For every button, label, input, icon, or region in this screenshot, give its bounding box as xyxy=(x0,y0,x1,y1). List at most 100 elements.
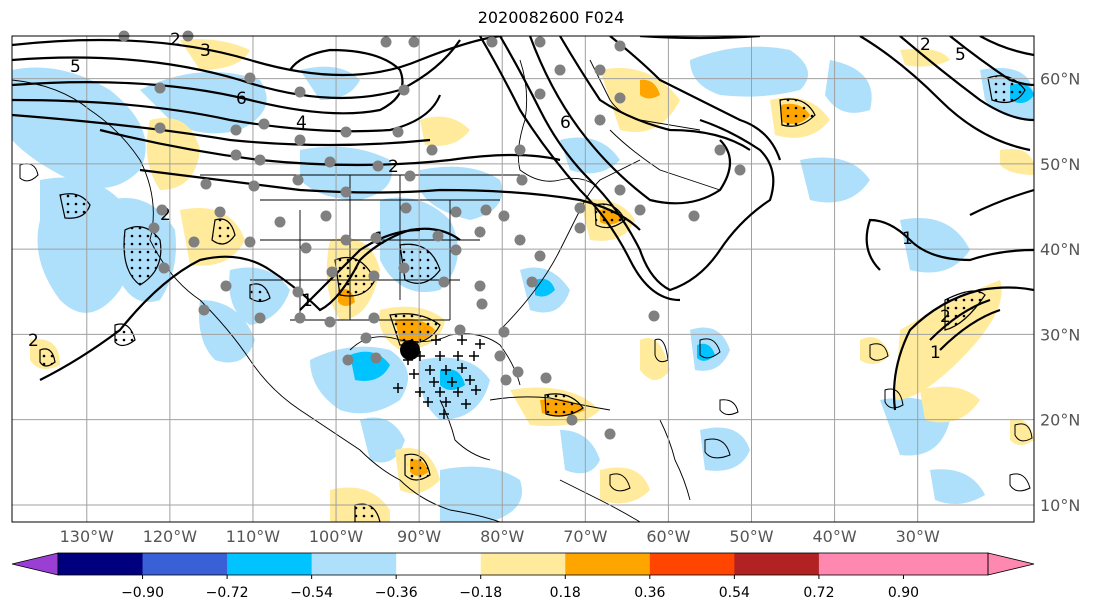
coastline xyxy=(349,333,521,386)
gray-dot xyxy=(214,206,226,218)
contour-label: 5 xyxy=(955,45,966,65)
yellow-patch xyxy=(420,116,470,146)
gray-dot xyxy=(648,310,660,322)
gray-dot xyxy=(254,154,266,166)
gray-dot xyxy=(340,186,352,198)
contour-label: 1 xyxy=(302,291,313,311)
gray-dot xyxy=(274,216,286,228)
coastline xyxy=(439,399,491,461)
gray-dot xyxy=(614,184,626,196)
plus-marker xyxy=(453,387,463,397)
yellow-patch xyxy=(180,39,250,70)
colorbar-bin xyxy=(903,553,989,575)
gray-dot xyxy=(514,144,526,156)
lon-tick-label: 50°W xyxy=(729,527,773,546)
gray-dot xyxy=(574,222,586,234)
gray-dot xyxy=(714,144,726,156)
coastline xyxy=(659,419,691,501)
plus-marker xyxy=(475,339,485,349)
gray-dot xyxy=(438,276,450,288)
gray-dot xyxy=(566,414,578,426)
gray-dot xyxy=(294,312,306,324)
gray-dot xyxy=(594,64,606,76)
plus-marker xyxy=(465,375,475,385)
gray-dot xyxy=(370,352,382,364)
gray-dot xyxy=(474,226,486,238)
yellow-patch xyxy=(1010,419,1034,445)
gray-dot xyxy=(370,232,382,244)
gray-dot xyxy=(398,84,410,96)
blue-patch xyxy=(37,177,135,313)
blue-patch xyxy=(825,60,872,113)
blue-patch xyxy=(690,46,808,97)
coastline xyxy=(12,79,501,522)
contour-label: 2 xyxy=(170,30,181,50)
contour-label: 3 xyxy=(200,41,211,61)
blue-patch xyxy=(930,469,985,504)
lon-tick-label: 70°W xyxy=(563,527,607,546)
gray-dot xyxy=(476,298,488,310)
colorbar-bin xyxy=(649,553,735,575)
gray-dot xyxy=(494,350,506,362)
gray-dot xyxy=(498,210,510,222)
colorbar-tick-label: 0.90 xyxy=(888,585,919,601)
gray-dot xyxy=(198,304,210,316)
colorbar-tick-label: −0.54 xyxy=(290,585,333,601)
gray-dot xyxy=(614,40,626,52)
plus-marker xyxy=(409,369,419,379)
gray-dot xyxy=(480,204,492,216)
lon-tick-label: 120°W xyxy=(143,527,198,546)
blue-patch xyxy=(700,427,750,471)
gray-dot xyxy=(554,64,566,76)
colorbar-bin xyxy=(565,553,651,575)
gray-dot xyxy=(432,230,444,242)
map-title: 2020082600 F024 xyxy=(477,8,625,27)
gray-dot xyxy=(688,210,700,222)
gray-dot xyxy=(512,366,524,378)
gray-dot xyxy=(526,276,538,288)
lon-tick-label: 100°W xyxy=(309,527,364,546)
gray-dot xyxy=(258,118,270,130)
plus-marker xyxy=(457,363,467,373)
gray-dot xyxy=(188,236,200,248)
plus-marker xyxy=(431,335,441,345)
gray-dot xyxy=(324,156,336,168)
gray-dot xyxy=(294,134,306,146)
storm-center-marker xyxy=(400,340,420,360)
gray-dot xyxy=(200,178,212,190)
gray-dot xyxy=(380,36,392,48)
gray-dot xyxy=(158,262,170,274)
gray-dot xyxy=(614,92,626,104)
plus-marker xyxy=(393,383,403,393)
lon-tick-label: 80°W xyxy=(480,527,524,546)
contour-label: 2 xyxy=(940,307,951,327)
gray-dot xyxy=(474,280,486,292)
colorbar-bin xyxy=(818,553,904,575)
plus-marker xyxy=(441,365,451,375)
plus-marker xyxy=(469,351,479,361)
colorbar-bin xyxy=(396,553,482,575)
colorbar-bin xyxy=(58,553,144,575)
gray-dot xyxy=(154,82,166,94)
colorbar-bin xyxy=(311,553,397,575)
blue-patch xyxy=(12,67,146,188)
yellow-patch xyxy=(640,338,670,380)
gray-dot xyxy=(220,280,232,292)
plus-marker xyxy=(447,377,457,387)
gray-dot xyxy=(404,170,416,182)
orange-core xyxy=(640,79,660,99)
gray-dot xyxy=(534,88,546,100)
gray-dot xyxy=(368,312,380,324)
gray-dot xyxy=(324,316,336,328)
gray-dot xyxy=(594,114,606,126)
colorbar xyxy=(11,552,1035,576)
colorbar-tick-label: 0.54 xyxy=(719,585,750,601)
colorbar-tick-labels: −0.90 −0.72 −0.54 −0.36 −0.18 0.18 0.36 0.54 0.7… xyxy=(121,575,919,601)
plus-marker xyxy=(435,387,445,397)
contour-label: 2 xyxy=(388,157,399,177)
map-frame xyxy=(11,35,1035,523)
gray-dot xyxy=(500,374,512,386)
colorbar-tick-label: −0.36 xyxy=(375,585,418,601)
plus-marker xyxy=(461,399,471,409)
